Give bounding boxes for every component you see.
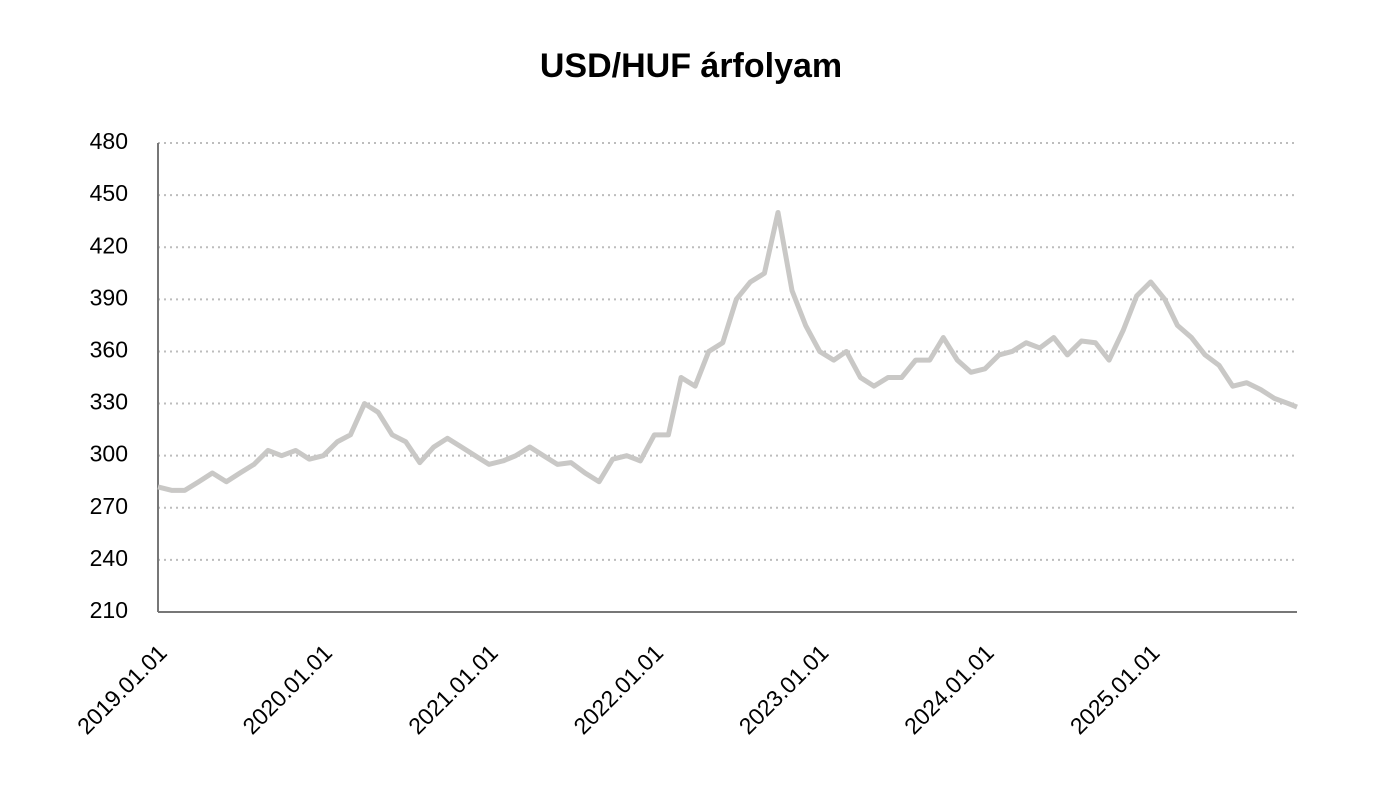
y-tick-label: 300 [90,441,128,467]
x-tick-label: 2020.01.01 [237,639,337,739]
x-tick-label: 2019.01.01 [72,639,172,739]
y-tick-label: 480 [90,128,128,154]
x-tick-label: 2024.01.01 [899,639,999,739]
y-tick-label: 270 [90,493,128,519]
y-tick-label: 360 [90,337,128,363]
x-tick-label: 2023.01.01 [734,639,834,739]
y-tick-label: 390 [90,284,128,310]
y-tick-label: 420 [90,232,128,258]
y-tick-label: 240 [90,545,128,571]
line [157,209,1298,493]
y-tick-label: 330 [90,389,128,415]
x-tick-label: 2021.01.01 [403,639,503,739]
y-tick-label: 210 [90,597,128,623]
y-tick-label: 450 [90,180,128,206]
chart-title: USD/HUF árfolyam [540,47,842,85]
x-tick-label: 2022.01.01 [568,639,668,739]
x-tick-label: 2025.01.01 [1065,639,1165,739]
